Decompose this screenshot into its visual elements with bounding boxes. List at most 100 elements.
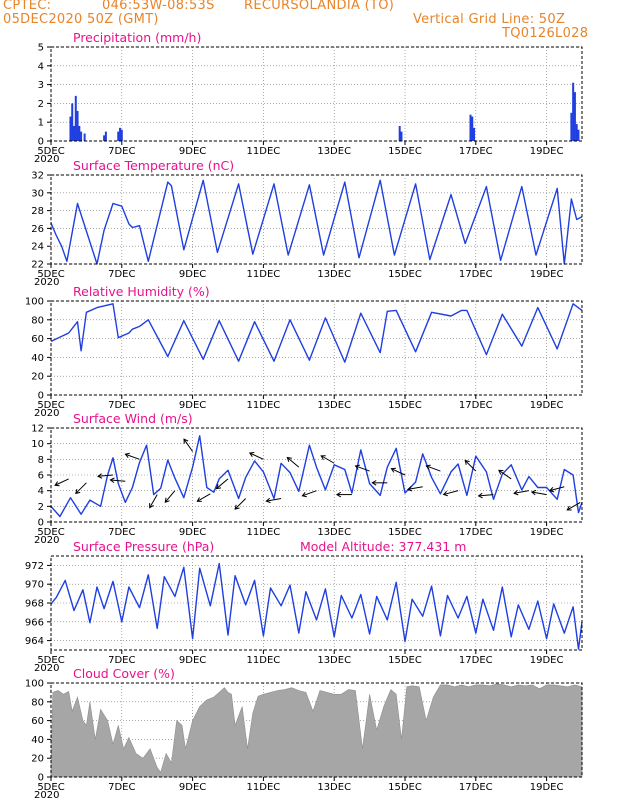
y-tick-label: 1 (38, 118, 44, 129)
x-tick-label: 9DEC (179, 782, 206, 793)
wind-arrow (549, 486, 565, 492)
y-tick-label: 0 (38, 137, 44, 148)
wind-arrow (286, 457, 300, 468)
wind-arrow-head (390, 467, 396, 473)
model-altitude-label: Model Altitude: 377.431 m (300, 539, 466, 554)
x-tick-label: 11DEC (247, 146, 281, 157)
x-tick-label: 7DEC (108, 655, 135, 666)
x-year-label: 2020 (34, 154, 59, 165)
header-location: RECURSOLANDIA (TO) (244, 0, 395, 13)
wind-arrow-head (498, 469, 504, 475)
y-tick-label: 60 (31, 716, 44, 727)
y-tick-label: 60 (31, 334, 44, 345)
panel-title: Surface Temperature (nC) (73, 158, 234, 173)
precip-bar (103, 135, 106, 141)
x-tick-label: 5DEC (37, 527, 64, 538)
y-tick-label: 10 (31, 439, 44, 450)
x-tick-label: 19DEC (530, 400, 564, 411)
wind-arrow-head (354, 464, 361, 470)
y-tick-label: 5 (38, 43, 44, 54)
wind-arrow (426, 465, 441, 472)
wind-arrow-head (513, 489, 519, 496)
y-tick-label: 40 (31, 353, 44, 364)
wind-arrow (531, 491, 547, 496)
panel-title: Relative Humidity (%) (73, 284, 210, 299)
wind-arrow (149, 494, 158, 508)
wind-arrow-head (442, 490, 449, 497)
x-tick-label: 11DEC (247, 782, 281, 793)
precip-bar (573, 92, 576, 141)
x-tick-label: 15DEC (388, 400, 422, 411)
y-tick-label: 970 (25, 580, 44, 591)
wind-arrow-head (530, 489, 537, 496)
wind-arrow-head (320, 455, 326, 460)
wind-arrow-head (477, 492, 483, 499)
y-tick-label: 40 (31, 735, 44, 746)
wind-arrow (75, 482, 87, 494)
wind-arrow-head (149, 503, 154, 509)
wind-arrow-head (425, 464, 431, 470)
x-tick-label: 13DEC (317, 655, 351, 666)
y-tick-label: 2 (38, 502, 44, 513)
y-tick-label: 20 (31, 754, 44, 765)
x-tick-label: 19DEC (530, 269, 564, 280)
header-grid-note: Vertical Grid Line: 50Z (413, 12, 566, 27)
precip-bar (117, 131, 120, 141)
wind-arrow-head (109, 477, 115, 484)
cloud-cover-area (50, 683, 583, 778)
panel-frame (50, 682, 583, 778)
wind-arrow (302, 490, 317, 497)
wind-arrow-head (196, 497, 202, 502)
precip-bar (74, 95, 77, 141)
x-tick-label: 15DEC (388, 782, 422, 793)
wind-arrow (498, 469, 512, 480)
panel-temp: 22 24 26 28 30 32 5DEC 7DEC 9DEC 11DEC 13DEC 15DEC 1… (31, 158, 583, 288)
panel-pressure: 964 966 968 970 972 5DEC 7DEC 9DEC 11DEC 13DEC 15D… (25, 539, 583, 674)
y-tick-label: 28 (31, 206, 44, 217)
y-tick-label: 966 (25, 617, 44, 628)
x-tick-label: 9DEC (179, 527, 206, 538)
x-tick-label: 7DEC (108, 400, 135, 411)
precip-bar (69, 116, 72, 141)
header-source: CPTEC: (3, 0, 52, 13)
pressure-series-line (50, 562, 583, 650)
wind-arrow-head (566, 505, 572, 511)
wind-arrow-head (124, 452, 130, 459)
wind-arrow (443, 490, 459, 496)
precip-bar (71, 103, 74, 141)
x-tick-label: 5DEC (37, 269, 64, 280)
y-tick-label: 0 (38, 773, 44, 784)
wind-arrow (478, 494, 494, 497)
wind-arrow-head (234, 504, 240, 510)
precip-bar (577, 129, 580, 141)
wind-arrow-head (406, 486, 413, 492)
y-tick-label: 22 (31, 260, 44, 271)
x-tick-label: 13DEC (317, 146, 351, 157)
x-year-label: 2020 (34, 535, 59, 546)
y-tick-label: 4 (38, 61, 44, 72)
wind-arrow (234, 498, 247, 510)
wind-arrow (407, 486, 423, 490)
wind-arrow (97, 474, 113, 477)
wind-arrow (355, 465, 370, 472)
wind-arrow-head (164, 497, 170, 503)
wind-arrow (566, 501, 581, 511)
x-tick-label: 5DEC (37, 782, 64, 793)
wind-arrow (164, 490, 176, 503)
precip-bar (400, 131, 403, 141)
wind-arrow-head (265, 497, 271, 504)
rh-series-line (50, 303, 583, 363)
y-tick-label: 964 (25, 636, 44, 647)
x-tick-label: 7DEC (108, 146, 135, 157)
y-tick-label: 4 (38, 486, 44, 497)
x-tick-label: 15DEC (388, 269, 422, 280)
x-year-label: 2020 (34, 790, 59, 800)
wind-arrow-head (464, 459, 470, 465)
x-tick-label: 15DEC (388, 527, 422, 538)
y-tick-label: 24 (31, 242, 44, 253)
x-tick-label: 7DEC (108, 269, 135, 280)
header-model-code: TQ0126L028 (502, 26, 589, 41)
y-tick-label: 3 (38, 80, 44, 91)
wind-arrow (54, 478, 69, 486)
precip-bar (80, 131, 83, 141)
